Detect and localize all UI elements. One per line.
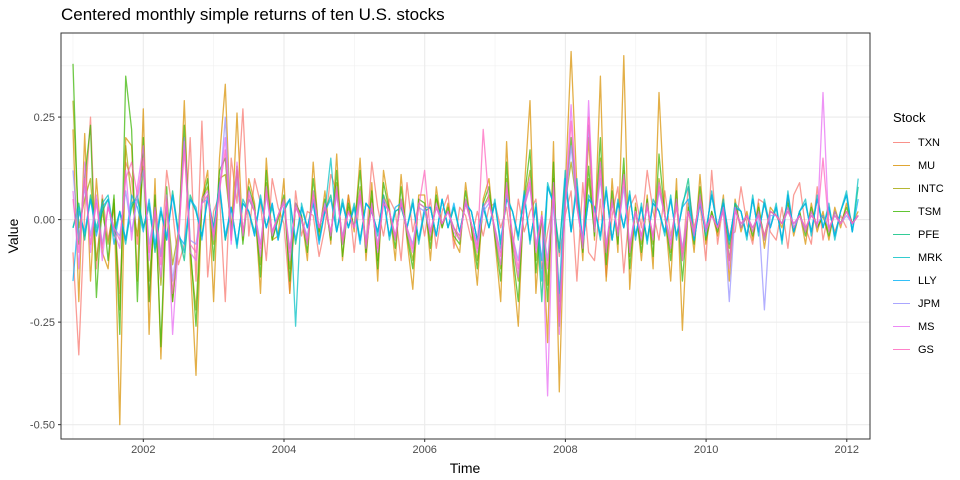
legend-item-gs: GS	[893, 338, 957, 361]
legend-item-pfe: PFE	[893, 223, 957, 246]
legend-label: MS	[918, 320, 935, 333]
x-tick-label: 2006	[412, 444, 436, 456]
legend-swatch	[893, 188, 910, 189]
legend-swatch	[893, 165, 910, 166]
y-tick-label: 0.25	[34, 112, 55, 124]
legend-label: JPM	[918, 297, 940, 310]
x-tick-label: 2010	[694, 444, 718, 456]
legend-item-intc: INTC	[893, 177, 957, 200]
legend-item-lly: LLY	[893, 269, 957, 292]
y-axis-title: Value	[5, 218, 21, 253]
legend-title: Stock	[893, 110, 926, 125]
chart-title: Centered monthly simple returns of ten U…	[61, 5, 445, 24]
legend-label: TXN	[918, 136, 940, 149]
x-tick-label: 2004	[272, 444, 296, 456]
legend-label: MU	[918, 159, 936, 172]
y-tick-label: 0.00	[34, 215, 55, 227]
x-tick-label: 2008	[553, 444, 577, 456]
legend-item-ms: MS	[893, 315, 957, 338]
legend-swatch	[893, 142, 910, 143]
series-layer	[72, 50, 859, 426]
legend-item-txn: TXN	[893, 131, 957, 154]
legend-swatch	[893, 234, 910, 235]
legend-item-mrk: MRK	[893, 246, 957, 269]
y-tick-label: -0.25	[30, 317, 55, 329]
axis-layer: 2002 2004 2006 2008 2010 2012 0.25 0.00 -0.25 -0.…	[30, 112, 859, 456]
series-line-gs	[72, 116, 859, 323]
legend-swatch	[893, 280, 910, 281]
x-tick-label: 2002	[131, 444, 155, 456]
legend-label: INTC	[918, 182, 944, 195]
legend-swatch	[893, 257, 910, 258]
legend-swatch	[893, 349, 910, 350]
legend-item-jpm: JPM	[893, 292, 957, 315]
y-tick-label: -0.50	[30, 420, 55, 432]
legend-label: GS	[918, 343, 934, 356]
legend-items: TXN MU INTC TSM PFE MRK LLY JPM MS GS	[893, 131, 957, 361]
legend-item-tsm: TSM	[893, 200, 957, 223]
legend-label: MRK	[918, 251, 943, 264]
plot-border	[60, 32, 871, 440]
legend: Stock TXN MU INTC TSM PFE MRK LLY JPM MS GS	[893, 110, 957, 361]
legend-swatch	[893, 303, 910, 304]
legend-label: LLY	[918, 274, 937, 287]
legend-swatch	[893, 326, 910, 327]
legend-label: TSM	[918, 205, 942, 218]
x-axis-title: Time	[450, 460, 481, 476]
plot-panel	[61, 33, 870, 439]
legend-label: PFE	[918, 228, 940, 241]
series-line-txn	[72, 108, 848, 356]
x-tick-label: 2012	[835, 444, 859, 456]
legend-swatch	[893, 211, 910, 212]
legend-item-mu: MU	[893, 154, 957, 177]
